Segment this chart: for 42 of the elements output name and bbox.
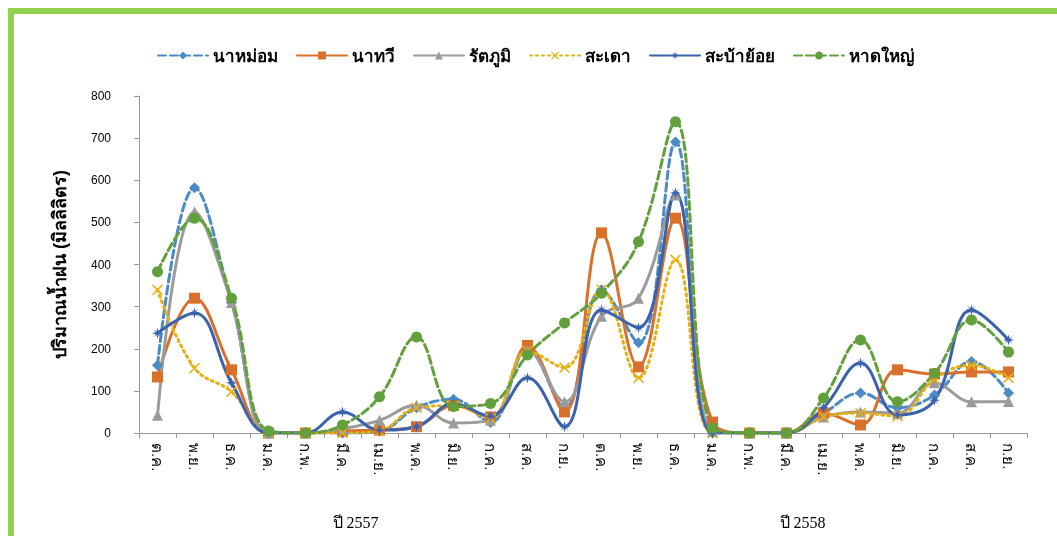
legend-label: นาหม่อม [213, 45, 278, 66]
text: ปี 2558 [779, 513, 826, 531]
y-tick-label: 0 [104, 426, 112, 440]
x-tick-label: ก.พ. [741, 443, 758, 471]
x-tick-label: ต.ค. [593, 443, 610, 472]
x-tick-label: ธ.ค. [667, 443, 684, 471]
x-tick-label: ม.ค. [704, 443, 721, 472]
x-tick-label: พ.ย. [186, 443, 203, 471]
x-tick-label: ก.ค. [926, 443, 943, 471]
y-tick-label: 100 [90, 383, 112, 398]
x-tick-label: มิ.ย. [889, 443, 906, 471]
x-tick-label: ก.พ. [297, 443, 314, 471]
x-tick-label: ก.ค. [482, 443, 499, 471]
x-tick-label: ต.ค. [149, 443, 166, 472]
x-tick-label: ส.ค. [519, 443, 536, 471]
x-tick-label: พ.ย. [630, 443, 647, 471]
y-tick-label: 400 [90, 257, 112, 272]
x-tick-label: เม.ย. [371, 443, 388, 476]
legend-label: สะบ้าย้อย [705, 45, 775, 66]
legend-label: หาดใหญ่ [849, 45, 914, 67]
x-tick-label: มิ.ย. [445, 443, 462, 471]
x-tick-label: พ.ค. [408, 443, 425, 472]
x-tick-label: ส.ค. [963, 443, 980, 471]
legend-label: รัตภูมิ [469, 45, 511, 68]
y-tick-label: 700 [90, 131, 112, 146]
text: ปี 2557 [332, 513, 379, 531]
y-tick-label: 500 [90, 215, 112, 230]
x-tick-label: เม.ย. [815, 443, 832, 476]
y-tick-label: 300 [90, 299, 112, 314]
x-tick-label: ม.ค. [260, 443, 277, 472]
x-tick-label: พ.ค. [852, 443, 869, 472]
legend-label: สะเดา [585, 45, 631, 66]
y-tick-label: 200 [90, 341, 112, 356]
x-tick-label: มี.ค. [778, 443, 795, 472]
x-tick-label: ก.ย. [1000, 443, 1017, 470]
x-tick-label: มี.ค. [334, 443, 351, 472]
y-tick-label: 800 [90, 89, 112, 103]
x-tick-label: ธ.ค. [223, 443, 240, 471]
y-tick-label: 600 [90, 173, 112, 188]
legend-label: นาทวี [352, 45, 395, 66]
y-axis-title: ปริมาณน้ำฝน (มิลลิลิตร) [46, 170, 70, 359]
x-tick-label: ก.ย. [556, 443, 573, 470]
